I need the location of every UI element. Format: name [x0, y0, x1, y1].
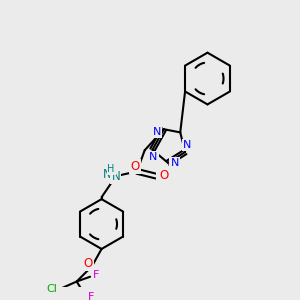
Text: O: O	[157, 170, 167, 183]
Text: N: N	[183, 140, 191, 150]
Text: O: O	[83, 257, 93, 270]
Text: H: H	[103, 169, 111, 179]
Text: N: N	[112, 170, 120, 183]
Text: N: N	[153, 127, 161, 137]
Text: O: O	[130, 160, 140, 173]
Text: N: N	[149, 152, 158, 162]
Text: F: F	[93, 270, 99, 280]
Text: N: N	[170, 158, 179, 168]
Text: Cl: Cl	[46, 284, 57, 294]
Text: H: H	[107, 164, 115, 174]
Text: O: O	[159, 169, 169, 182]
Text: F: F	[88, 292, 94, 300]
Text: N: N	[102, 168, 111, 181]
